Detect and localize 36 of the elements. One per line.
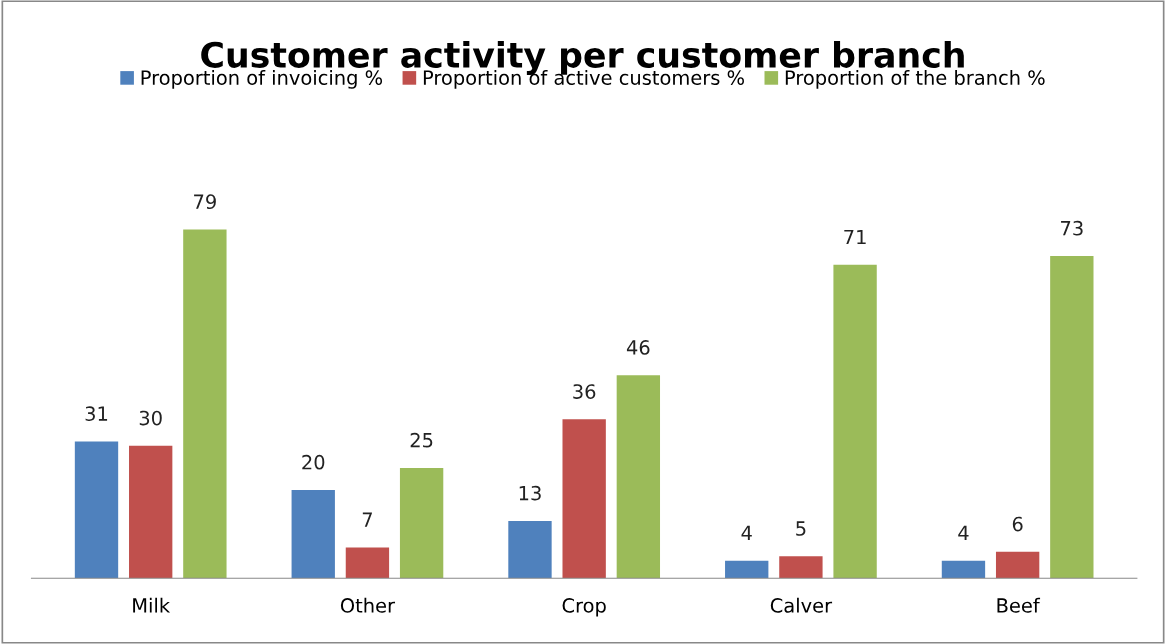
bar — [399, 467, 444, 579]
data-label: 7 — [362, 512, 372, 527]
data-label: 46 — [626, 340, 650, 355]
bar — [616, 375, 661, 579]
data-label: 73 — [1061, 220, 1083, 236]
data-label: 6 — [1012, 516, 1023, 532]
data-label: 5 — [796, 521, 806, 536]
bar — [562, 419, 606, 579]
bar — [291, 490, 335, 579]
x-tick-label: Milk — [133, 597, 171, 613]
bar — [183, 229, 227, 579]
data-label: 13 — [519, 485, 541, 501]
x-tick-label: Other — [340, 597, 396, 613]
bar — [779, 556, 823, 579]
x-tick-label: Crop — [562, 598, 606, 617]
x-tick-label: Beef — [997, 597, 1041, 613]
data-label: 71 — [844, 229, 866, 245]
bar — [345, 547, 390, 579]
bar — [508, 520, 552, 579]
data-label: 4 — [958, 525, 969, 540]
legend-label: Proportion of the branch % — [785, 69, 1045, 89]
data-label: 25 — [410, 432, 433, 448]
data-label: 20 — [302, 454, 325, 470]
bar — [941, 560, 986, 579]
data-label: 31 — [85, 406, 108, 421]
bar — [995, 551, 1040, 579]
data-label: 36 — [573, 384, 596, 399]
x-tick-label: Calver — [770, 597, 833, 613]
data-label: 79 — [194, 194, 216, 210]
bar — [725, 560, 769, 579]
data-label: 30 — [139, 410, 162, 426]
bar — [833, 264, 877, 579]
bar — [74, 441, 119, 579]
bar — [1050, 255, 1094, 579]
data-label: 4 — [741, 525, 752, 540]
bar — [129, 445, 173, 579]
